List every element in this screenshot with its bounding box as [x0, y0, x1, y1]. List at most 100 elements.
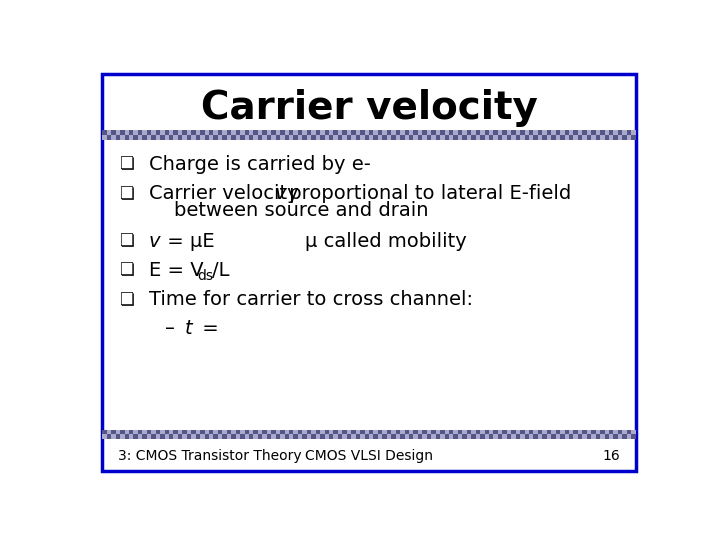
Bar [618, 131, 622, 135]
Bar [467, 135, 472, 140]
Bar [351, 435, 356, 439]
Bar [591, 135, 595, 140]
Bar [213, 435, 218, 439]
Bar [520, 430, 525, 435]
Bar [454, 430, 458, 435]
Bar [578, 430, 582, 435]
Bar [116, 135, 120, 140]
Bar [169, 430, 174, 435]
Bar [431, 430, 436, 435]
Bar [235, 135, 240, 140]
Bar [369, 435, 374, 439]
Bar [472, 131, 476, 135]
Bar [186, 135, 192, 140]
Bar [507, 135, 511, 140]
Bar [356, 430, 360, 435]
Bar [356, 131, 360, 135]
Bar [192, 430, 196, 435]
Bar [374, 435, 378, 439]
Bar [507, 435, 511, 439]
Bar [258, 135, 262, 140]
Bar [449, 430, 454, 435]
Bar [302, 430, 307, 435]
Bar [400, 131, 405, 135]
Bar [204, 435, 209, 439]
Bar [320, 430, 325, 435]
Bar [529, 131, 534, 135]
Bar [284, 435, 289, 439]
Bar [546, 135, 552, 140]
Bar [587, 435, 591, 439]
Bar [351, 430, 356, 435]
Bar [476, 430, 480, 435]
Bar [325, 430, 329, 435]
Bar [351, 135, 356, 140]
Bar [569, 435, 574, 439]
Bar [333, 430, 338, 435]
Bar [325, 135, 329, 140]
Bar [235, 430, 240, 435]
Bar [560, 135, 564, 140]
Bar [333, 435, 338, 439]
Bar [520, 131, 525, 135]
Bar [591, 430, 595, 435]
Bar [480, 135, 485, 140]
Bar [538, 131, 542, 135]
Bar [125, 135, 129, 140]
Bar [160, 135, 164, 140]
Text: ❏: ❏ [119, 233, 134, 251]
Bar [298, 435, 302, 439]
Bar [262, 435, 266, 439]
Bar [609, 435, 613, 439]
Bar [307, 435, 311, 439]
Bar [400, 135, 405, 140]
Bar [262, 430, 266, 435]
Bar [489, 135, 493, 140]
Bar [160, 435, 164, 439]
Bar [231, 430, 235, 435]
Bar [476, 435, 480, 439]
Bar [102, 131, 107, 135]
Bar [378, 435, 382, 439]
Bar [485, 430, 489, 435]
Bar [387, 435, 391, 439]
Bar [240, 135, 245, 140]
Bar [525, 135, 529, 140]
Bar [431, 131, 436, 135]
Bar [338, 131, 342, 135]
Bar [418, 131, 423, 135]
Bar [525, 430, 529, 435]
Bar [164, 430, 169, 435]
Bar [329, 131, 333, 135]
Text: =: = [196, 319, 219, 339]
Bar [436, 135, 440, 140]
Bar [129, 430, 133, 435]
Bar [325, 435, 329, 439]
Bar [364, 131, 369, 135]
Bar [409, 135, 413, 140]
Bar [302, 435, 307, 439]
Bar [156, 435, 160, 439]
Bar [249, 131, 253, 135]
Bar [156, 131, 160, 135]
Bar [538, 135, 542, 140]
Bar [436, 131, 440, 135]
Bar [213, 430, 218, 435]
Bar [102, 135, 107, 140]
Text: 3: CMOS Transistor Theory: 3: CMOS Transistor Theory [118, 449, 302, 463]
Bar [516, 131, 520, 135]
Bar [449, 135, 454, 140]
Bar [605, 430, 609, 435]
Bar [427, 131, 431, 135]
Bar [423, 435, 427, 439]
Bar [520, 435, 525, 439]
Bar [546, 435, 552, 439]
Bar [147, 430, 151, 435]
Text: ❏: ❏ [119, 156, 134, 173]
Bar [595, 135, 600, 140]
Bar [342, 435, 347, 439]
Bar [227, 131, 231, 135]
Bar [569, 135, 574, 140]
Bar [138, 430, 143, 435]
Bar [627, 131, 631, 135]
